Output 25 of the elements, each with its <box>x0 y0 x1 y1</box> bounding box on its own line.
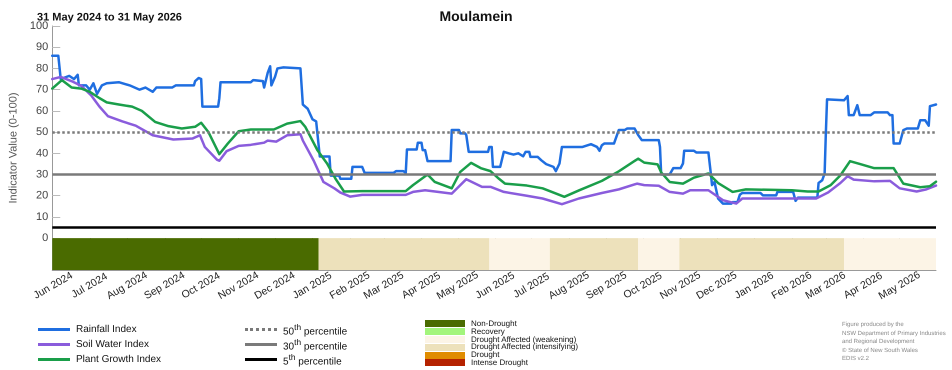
y-axis-title: Indicator Value (0-100) <box>8 92 20 204</box>
y-tick-label: 100 <box>30 20 48 32</box>
chart-title: Moulamein <box>439 8 513 24</box>
legend-label: 5$^{th}$ percentile <box>283 352 342 368</box>
category-label: Intense Drought <box>471 358 528 367</box>
y-tick-label: 40 <box>36 147 48 160</box>
legend-label: Soil Water Index <box>76 339 149 350</box>
y-tick-label: 80 <box>36 62 48 74</box>
y-tick-label: 70 <box>36 84 48 96</box>
y-tick-label: 60 <box>36 104 48 117</box>
y-tick-label: 50 <box>36 126 48 138</box>
y-tick-label: 0 <box>42 232 48 244</box>
category-label: Drought Affected (intensifying) <box>471 342 578 352</box>
legend-label: 50$^{th}$ percentile <box>283 322 348 338</box>
legend-label: 30$^{th}$ percentile <box>283 336 348 352</box>
y-tick-label: 20 <box>36 190 48 202</box>
y-tick-label: 90 <box>36 41 48 54</box>
category-label: Recovery <box>471 326 505 336</box>
category-label: Drought Affected (weakening) <box>471 334 576 344</box>
legend-label: Plant Growth Index <box>76 354 162 365</box>
legend-label: Rainfall Index <box>76 324 137 335</box>
y-tick-label: 10 <box>36 210 48 223</box>
category-label: Non-Drought <box>471 318 517 328</box>
category-label: Drought <box>471 350 500 360</box>
y-tick-label: 30 <box>36 168 48 181</box>
